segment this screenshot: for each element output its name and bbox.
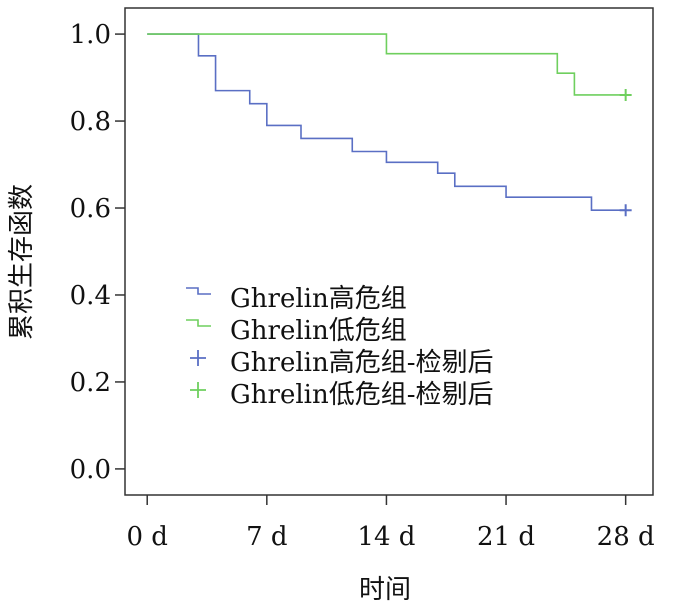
x-tick-label: 0 d	[126, 522, 167, 552]
x-tick-label: 21 d	[477, 522, 535, 552]
y-tick-label: 0.0	[70, 455, 111, 485]
y-axis-label: 累积生存函数	[7, 184, 37, 340]
y-tick-label: 1.0	[70, 20, 111, 50]
series-layer	[147, 33, 632, 217]
plot-frame	[124, 7, 654, 496]
legend-label: Ghrelin高危组	[230, 284, 407, 314]
legend-label: Ghrelin低危组-检剔后	[230, 380, 494, 410]
y-tick-label: 0.8	[70, 107, 111, 137]
x-tick-label: 28 d	[597, 522, 655, 552]
legend: Ghrelin高危组Ghrelin低危组Ghrelin高危组-检剔后Ghreli…	[186, 284, 494, 410]
legend-step-symbol	[186, 287, 211, 295]
y-tick-label: 0.6	[70, 194, 111, 224]
y-tick-label: 0.4	[70, 281, 111, 311]
y-tick-label: 0.2	[70, 368, 111, 398]
legend-label: Ghrelin低危组	[230, 316, 407, 346]
survival-curve-1	[147, 33, 626, 96]
legend-step-symbol	[186, 319, 211, 327]
y-axis: 0.0 0.2 0.4 0.6 0.8 1.0	[70, 20, 125, 485]
legend-label: Ghrelin高危组-检剔后	[230, 348, 494, 378]
x-axis-label: 时间	[359, 575, 411, 605]
censor-mark	[619, 204, 632, 217]
legend-censor-symbol	[190, 350, 206, 366]
x-axis: 0 d 7 d 14 d 21 d 28 d	[126, 495, 655, 552]
survival-curve-0	[147, 33, 626, 211]
legend-censor-symbol	[190, 382, 206, 398]
x-tick-label: 7 d	[246, 522, 287, 552]
x-tick-label: 14 d	[357, 522, 415, 552]
censor-mark	[619, 88, 632, 101]
